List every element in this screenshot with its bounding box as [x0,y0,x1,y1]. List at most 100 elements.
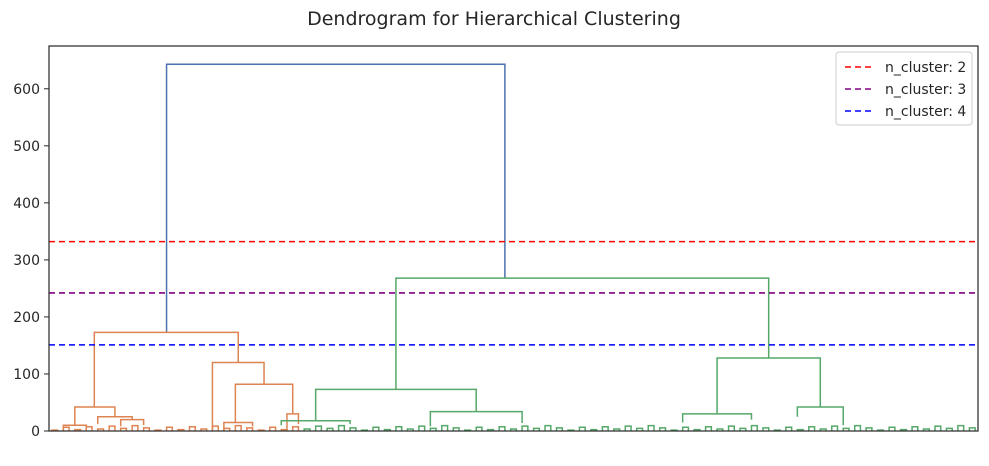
y-tick-label: 300 [13,253,40,269]
leaf-link [681,426,690,431]
leaf-link [498,425,506,431]
leaf-link [808,425,816,431]
y-tick-label: 0 [31,424,40,440]
leaf-link [74,428,82,431]
leaf-link [739,427,747,431]
leaf-link [337,424,346,431]
leaf-link [429,427,437,431]
leaf-link [647,424,655,431]
plot-frame [48,45,979,432]
dendrogram-link [286,413,300,431]
leaf-link [142,427,151,431]
leaf-link [418,425,426,431]
leaf-link [234,424,242,431]
leaf-link [96,428,105,431]
leaf-link [475,426,483,431]
leaf-link [165,426,174,431]
leaf-link [188,425,196,431]
leaf-link [578,426,586,431]
leaf-link [590,428,598,431]
dendrogram-link [96,415,133,425]
leaf-link [750,424,758,431]
leaf-link [291,425,300,431]
dendrogram-link [119,418,145,427]
leaf-link [303,428,311,431]
leaf-link [658,427,667,431]
leaf-link [532,427,541,431]
dendrogram-link [223,421,254,431]
leaf-link [624,425,632,431]
leaf-link [819,428,827,431]
dendrogram-link [314,388,477,421]
leaf-link [911,425,919,431]
leaf-link [85,425,93,431]
leaf-link [521,425,529,431]
leaf-link [544,424,552,431]
legend-box [835,51,973,126]
leaf-link [853,424,862,431]
plot-area: 0 100 200 300 400 500 600 [13,63,978,440]
leaf-link [693,428,701,431]
legend: n_cluster: 2 n_cluster: 3 n_cluster: 4 [835,51,973,126]
leaf-link [486,428,495,431]
leaf-link [211,425,219,431]
leaf-link [831,425,839,431]
y-tick-label: 100 [13,367,40,383]
leaf-link [865,427,873,431]
leaf-link [269,426,277,431]
leaf-link [509,428,518,431]
y-tick-label: 200 [13,310,40,326]
dendrogram-link [395,277,770,390]
leaf-link [177,428,185,431]
leaf-link [555,427,563,431]
dendrogram-link [280,419,351,426]
legend-label-n-cluster-2: n_cluster: 2 [885,60,966,76]
leaf-link [441,424,449,431]
leaf-link [406,428,414,431]
leaf-link [601,425,609,431]
y-tick-label: 500 [13,139,40,155]
leaf-link [716,428,724,431]
legend-label-n-cluster-4: n_cluster: 4 [885,104,966,120]
leaf-link [922,428,931,431]
leaf-link [383,428,391,431]
leaf-link [899,428,908,431]
dendrogram-link [93,331,239,408]
leaf-link [119,427,128,431]
leaf-link [762,427,770,431]
leaf-link [636,427,644,431]
dendrogram-link [234,383,294,423]
leaf-link [945,427,953,431]
dendrogram-link [796,406,844,426]
leaf-link [326,427,334,431]
leaf-link [395,425,403,431]
dendrogram-link [211,361,265,431]
y-tick-label: 600 [13,82,40,98]
dendrogram-link [165,63,506,333]
leaf-link [131,424,139,431]
dendrogram-link [681,413,753,423]
chart-title: Dendrogram for Hierarchical Clustering [307,8,681,30]
leaf-link [108,425,116,431]
leaf-link [314,425,323,431]
leaf-link [452,427,460,431]
leaf-link [246,427,254,431]
leaf-link [888,426,896,431]
leaf-link [727,425,736,431]
leaf-link [200,428,208,431]
dendrogram-link [62,424,88,431]
dendrogram-link [429,410,523,427]
leaf-link [842,427,850,431]
leaf-link [957,424,965,431]
leaf-link [349,427,357,431]
leaf-link [934,425,942,431]
leaf-link [968,427,976,431]
leaf-link [704,425,713,431]
leaf-link [613,428,621,431]
legend-label-n-cluster-3: n_cluster: 3 [885,82,966,98]
leaf-link [785,426,793,431]
leaf-link [372,426,380,431]
leaf-link [796,428,804,431]
y-tick-label: 400 [13,196,40,212]
